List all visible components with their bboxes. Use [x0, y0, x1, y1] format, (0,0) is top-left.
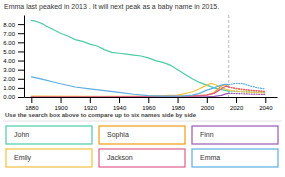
tick-label: 4.00 [3, 58, 15, 64]
tick-mark [18, 97, 24, 98]
tick-label: 1900 [54, 105, 68, 111]
tick-mark [119, 97, 120, 103]
tick: 3.00 [3, 67, 24, 73]
tick-mark [18, 24, 24, 25]
tick-mark [236, 97, 237, 103]
tick: 4.00 [3, 58, 24, 64]
tick: 7.00 [3, 31, 24, 37]
legend-label: Finn [200, 131, 214, 138]
marks [31, 15, 265, 97]
tick: 2.00 [3, 76, 24, 82]
tick-label: 1880 [25, 105, 39, 111]
forecast-line [229, 93, 266, 94]
legend-item: Sophia [99, 126, 185, 144]
x-axis: 1880 1900 1920 1940 1960 1980 2000 2020 2040 [25, 97, 278, 111]
forecast-line [229, 83, 266, 88]
tick-label: 1940 [113, 105, 127, 111]
tick-label: 7.00 [3, 31, 15, 37]
tick-mark [18, 88, 24, 89]
tick-mark [18, 70, 24, 71]
tick-mark [18, 33, 24, 34]
line [31, 85, 228, 97]
legend-item: Emma [192, 149, 278, 167]
tick-label: 1.00 [3, 85, 15, 91]
tick-label: 8.00 [3, 22, 15, 28]
tick-label: 2.00 [3, 76, 15, 82]
tick-mark [18, 79, 24, 80]
tick-mark [18, 51, 24, 52]
legend-box [192, 126, 278, 144]
tick-mark [18, 61, 24, 62]
tick-label: 1980 [171, 105, 185, 111]
legend-label: Emma [200, 154, 220, 161]
legend-item: John [6, 126, 92, 144]
tick-label: 2000 [201, 105, 215, 111]
legend-label: John [14, 131, 29, 138]
tick-mark [90, 97, 91, 103]
line [31, 20, 228, 91]
legend-box [192, 149, 278, 167]
y-axis: 0.00 1.00 2.00 3.00 4.00 5.00 6.00 7.00 8.00 [3, 16, 24, 101]
tick: 1960 [142, 97, 156, 111]
legend-label: Jackson [107, 154, 133, 161]
legend-box [6, 149, 92, 167]
legend-item: Emily [6, 149, 92, 167]
legend-label: Emily [14, 154, 32, 162]
tick-label: 1920 [84, 105, 98, 111]
tick: 1880 [25, 97, 39, 111]
tick: 1980 [171, 97, 185, 111]
tick: 2040 [259, 97, 273, 111]
tick: 6.00 [3, 40, 24, 46]
tick: 0.00 [3, 94, 24, 100]
tick-label: 3.00 [3, 67, 15, 73]
tick: 5.00 [3, 49, 24, 55]
forecast-line [229, 87, 266, 92]
tick: 1.00 [3, 85, 24, 91]
line [31, 86, 228, 97]
legend: John Sophia Finn Emily Jackson Emma [6, 126, 278, 167]
tick: 8.00 [3, 22, 24, 28]
tick-mark [178, 97, 179, 103]
title: Emma last peaked in 2013 . It will next … [4, 3, 219, 11]
legend-item: Jackson [99, 149, 185, 167]
tick-mark [18, 42, 24, 43]
tick-label: 1960 [142, 105, 156, 111]
axis-line [25, 97, 278, 98]
tick-mark [265, 97, 266, 103]
tick: 2020 [230, 97, 244, 111]
legend-item: Finn [192, 126, 278, 144]
tick: 1940 [113, 97, 127, 111]
legend-box [6, 126, 92, 144]
tick-label: 6.00 [3, 40, 15, 46]
tick-mark [31, 97, 32, 103]
axis-line [24, 16, 25, 98]
legend-box [99, 149, 185, 167]
tick-mark [148, 97, 149, 103]
tick-label: 0.00 [3, 94, 15, 100]
tick-mark [207, 97, 208, 103]
separator [3, 121, 282, 122]
tick-label: 2040 [259, 105, 273, 111]
tick-label: 2020 [230, 105, 244, 111]
tick: 1920 [84, 97, 98, 111]
tick: 1900 [54, 97, 68, 111]
annotation: Use the search box above to compare up t… [5, 112, 197, 118]
legend-box [99, 126, 185, 144]
legend-label: Sophia [107, 131, 129, 139]
tick: 2000 [201, 97, 215, 111]
tick-label: 5.00 [3, 49, 15, 55]
tick-mark [61, 97, 62, 103]
line [31, 77, 228, 96]
chart: Emma last peaked in 2013 . It will next … [0, 0, 285, 177]
